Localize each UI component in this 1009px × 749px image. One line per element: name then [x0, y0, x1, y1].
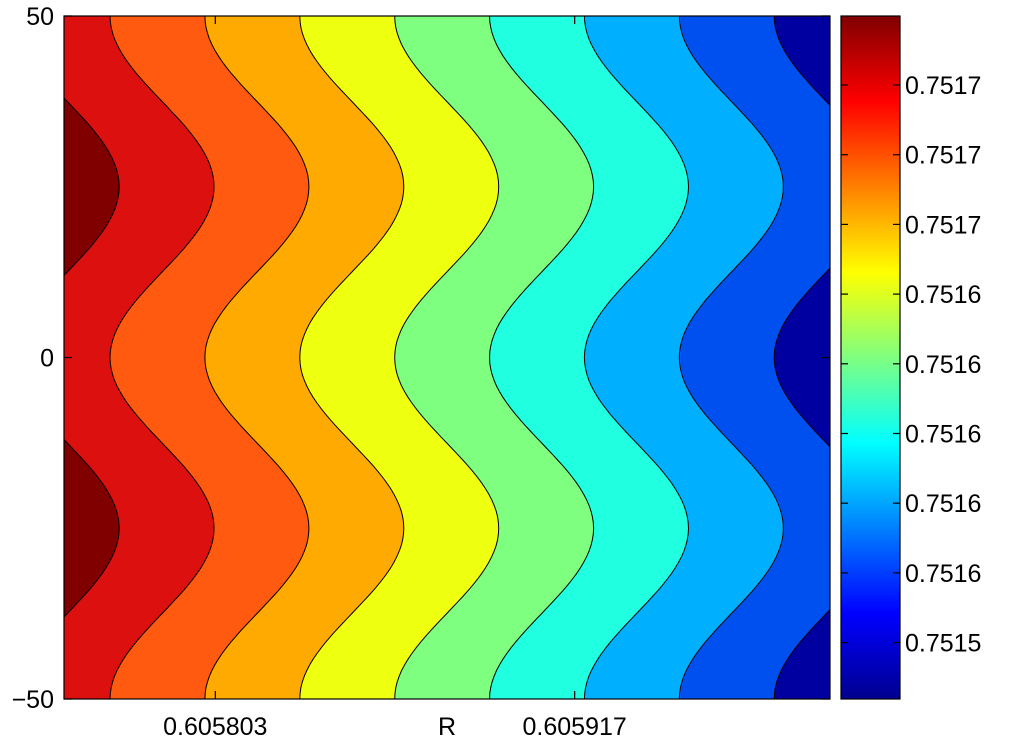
colorbar-tick-label: 0.7517 — [905, 142, 981, 170]
colorbar-ticks: 0.7517 0.7517 0.7517 0.7516 0.7516 0.7516 0.75… — [841, 72, 981, 658]
contour-line — [109, 16, 215, 699]
y-axis-ticks: 50 0 −50 — [12, 3, 830, 714]
contour-plot-area: 0.605803 0.605917 50 0 −50 R — [12, 3, 831, 741]
contour-line — [204, 16, 310, 699]
y-tick-label: −50 — [12, 686, 54, 714]
contour-line — [394, 16, 500, 699]
x-tick-label: 0.605803 — [163, 713, 267, 741]
colorbar-tick-label: 0.7516 — [905, 281, 981, 309]
contour-band — [584, 16, 784, 699]
x-tick-label: 0.605917 — [523, 713, 627, 741]
colorbar: 0.7517 0.7517 0.7517 0.7516 0.7516 0.7516 0.75… — [840, 15, 981, 700]
colorbar-tick-label: 0.7517 — [905, 211, 981, 239]
contour-band — [394, 16, 594, 699]
contour-line — [489, 16, 595, 699]
contour-band — [489, 16, 689, 699]
colorbar-tick-label: 0.7516 — [905, 421, 981, 449]
colorbar-tick-label: 0.7516 — [905, 560, 981, 588]
contour-band — [774, 16, 830, 699]
contour-band — [679, 16, 830, 699]
x-axis-label: R — [438, 713, 456, 741]
contour-line — [773, 16, 830, 699]
contour-line — [64, 97, 120, 618]
contour-band — [204, 16, 404, 699]
colorbar-frame — [840, 15, 901, 700]
contour-band — [110, 16, 309, 699]
contour-line — [583, 16, 690, 699]
y-tick-label: 50 — [26, 3, 54, 31]
colorbar-tick-label: 0.7515 — [905, 630, 981, 658]
colorbar-tick-label: 0.7516 — [905, 351, 981, 379]
contour-band — [299, 16, 499, 699]
colorbar-tick-label: 0.7516 — [905, 490, 981, 518]
y-tick-label: 0 — [40, 345, 54, 373]
colorbar-gradient — [841, 16, 900, 699]
contour-lines — [64, 16, 830, 699]
contour-band — [64, 16, 214, 699]
x-axis-ticks: 0.605803 0.605917 — [163, 16, 627, 741]
contour-bands — [64, 16, 830, 699]
contour-line — [678, 16, 784, 699]
contour-band — [64, 98, 120, 617]
contour-line — [299, 16, 405, 699]
colorbar-tick-label: 0.7517 — [905, 72, 981, 100]
